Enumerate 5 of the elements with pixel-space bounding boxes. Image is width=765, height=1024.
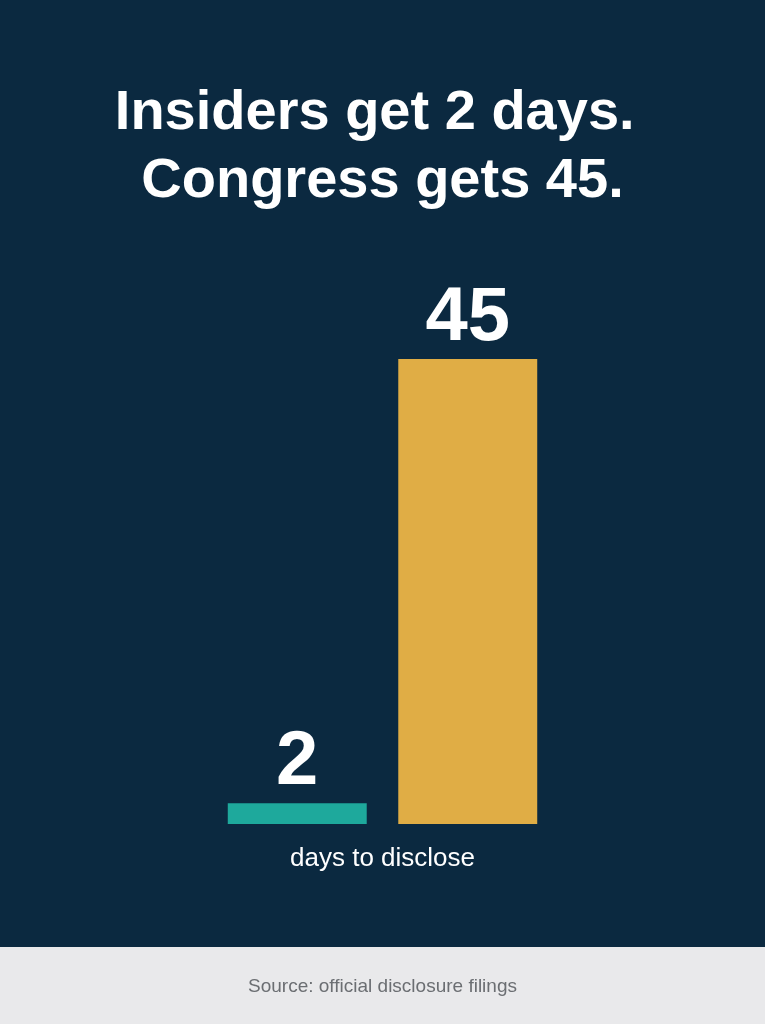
data-label: 2 bbox=[276, 714, 319, 800]
x-axis-title: days to disclose bbox=[290, 842, 475, 872]
source-note: Source: official disclosure filings bbox=[248, 974, 517, 997]
data-label: 45 bbox=[425, 270, 511, 356]
chart-title: Insiders get 2 days. Congress gets 45. bbox=[114, 77, 651, 209]
